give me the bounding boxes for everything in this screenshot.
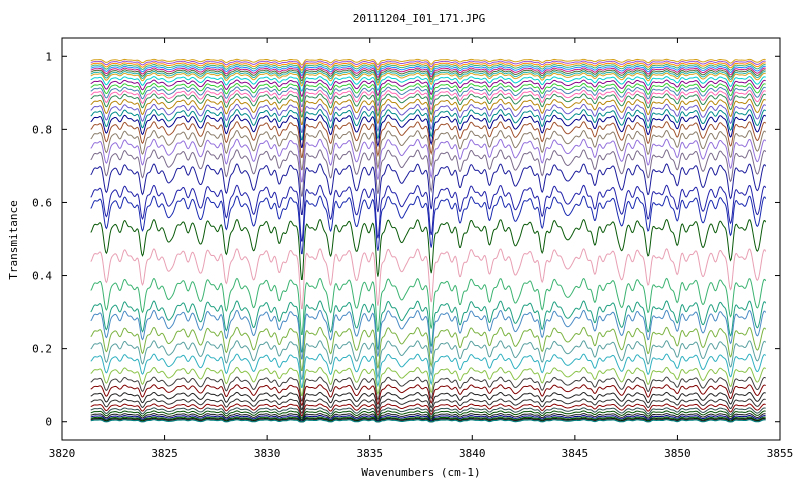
y-tick-label: 0 xyxy=(45,416,52,429)
spectrum-series-line xyxy=(90,65,766,76)
spectrum-series-line xyxy=(90,86,766,108)
y-axis: 0 0.2 0.4 0.6 0.8 1 xyxy=(32,50,780,429)
spectrum-series-line xyxy=(90,72,766,87)
y-tick-label: 1 xyxy=(45,50,52,63)
y-tick-label: 0.2 xyxy=(32,343,52,356)
spectrum-series-line xyxy=(90,82,766,102)
spectrum-series-line xyxy=(90,248,767,310)
x-tick-label: 3850 xyxy=(664,447,691,460)
spectrum-series-line xyxy=(90,415,766,423)
x-tick-label: 3855 xyxy=(767,447,794,460)
spectrum-series-line xyxy=(90,121,767,158)
spectrum-series-line xyxy=(90,418,766,423)
y-tick-label: 0.8 xyxy=(32,123,52,136)
spectrum-series-line xyxy=(90,184,767,242)
spectrum-series-line xyxy=(90,60,766,68)
series-group xyxy=(90,58,767,423)
spectrum-series-line xyxy=(90,70,766,84)
spectrum-series-line xyxy=(90,108,767,141)
spectrum-series-line xyxy=(90,326,767,372)
spectrum-series-line xyxy=(90,376,766,402)
spectrum-series-line xyxy=(90,138,767,183)
spectrum-series-line xyxy=(90,63,766,74)
spectrum-series-line xyxy=(90,407,766,419)
spectrum-series-line xyxy=(90,67,766,79)
spectrum-series-line xyxy=(90,309,767,360)
spectrum-series-line xyxy=(90,149,767,197)
y-tick-label: 0.6 xyxy=(32,196,52,209)
spectrum-series-line xyxy=(90,114,767,148)
spectrum-series-line xyxy=(90,58,766,66)
spectrum-series-line xyxy=(90,76,766,92)
spectrum-series-line xyxy=(90,366,766,396)
x-tick-label: 3830 xyxy=(254,447,281,460)
y-tick-label: 0.4 xyxy=(32,270,52,283)
spectrum-series-line xyxy=(90,129,767,171)
spectrum-series-line xyxy=(90,398,766,414)
spectrum-series-line xyxy=(90,416,766,423)
spectrum-series-line xyxy=(90,300,767,353)
spectrum-series-line xyxy=(90,413,766,422)
spectrum-series-line xyxy=(90,98,766,126)
x-axis: 3820 3825 3830 3835 3840 3845 3850 3855 xyxy=(49,38,794,460)
x-tick-label: 3825 xyxy=(151,447,178,460)
spectrum-series-line xyxy=(90,340,767,380)
spectrum-series-line xyxy=(90,93,766,118)
x-tick-label: 3820 xyxy=(49,447,76,460)
spectrum-series-line xyxy=(90,384,766,406)
plot-area-frame xyxy=(61,37,781,441)
spectrum-series-line xyxy=(90,417,766,423)
spectrum-series-line xyxy=(90,353,767,388)
spectrum-series-line xyxy=(90,218,767,281)
spectrum-series-line xyxy=(90,62,766,71)
spectrum-series-line xyxy=(90,277,767,335)
spectrum-series-line xyxy=(90,69,766,82)
chart-title: 20111204_I01_171.JPG xyxy=(353,12,485,25)
x-axis-label: Wavenumbers (cm-1) xyxy=(361,466,480,479)
x-tick-label: 3840 xyxy=(459,447,486,460)
spectrum-series-line xyxy=(90,195,767,255)
spectrum-series-line xyxy=(90,103,766,133)
spectrum-series-line xyxy=(90,89,766,113)
x-tick-label: 3835 xyxy=(356,447,383,460)
spectrum-series-line xyxy=(90,79,766,97)
spectrum-series-line xyxy=(90,419,766,423)
spectrum-series-line xyxy=(90,163,767,216)
spectrum-series-line xyxy=(90,410,766,420)
y-axis-label: Transmitance xyxy=(7,200,20,279)
spectrum-series-line xyxy=(90,403,766,417)
x-tick-label: 3845 xyxy=(562,447,589,460)
spectrum-series-line xyxy=(90,391,766,410)
